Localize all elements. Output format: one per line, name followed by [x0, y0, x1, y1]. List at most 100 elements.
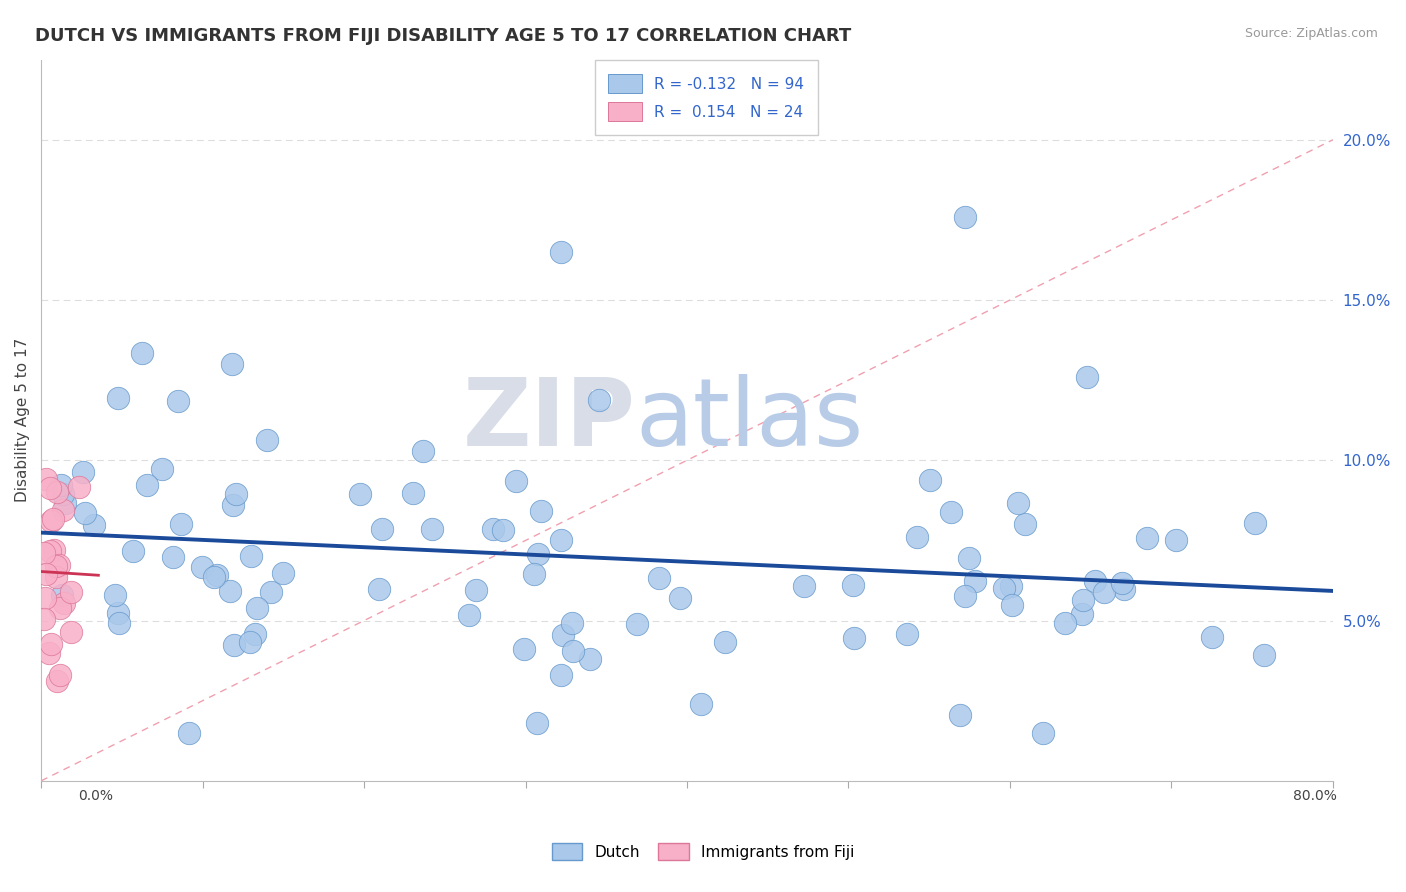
Point: [1076, 370, 1098, 384]
Point: [939, 505, 962, 519]
Point: [239, 635, 262, 649]
Point: [52, 487, 75, 501]
Point: [42, 543, 65, 558]
Point: [918, 474, 941, 488]
Point: [256, 433, 278, 447]
Point: [45, 485, 67, 500]
Point: [83, 518, 105, 533]
Point: [648, 571, 671, 585]
Point: [169, 516, 191, 531]
Text: Source: ZipAtlas.com: Source: ZipAtlas.com: [1244, 27, 1378, 40]
Point: [371, 522, 394, 536]
Point: [953, 210, 976, 224]
Point: [513, 641, 536, 656]
Point: [949, 708, 972, 723]
Point: [1244, 516, 1267, 530]
Point: [271, 566, 294, 580]
Point: [259, 584, 281, 599]
Point: [957, 551, 980, 566]
Point: [38, 646, 60, 660]
Point: [420, 522, 443, 536]
Point: [523, 567, 546, 582]
Point: [191, 559, 214, 574]
Point: [457, 608, 479, 623]
Point: [35, 472, 58, 486]
Point: [131, 345, 153, 359]
Point: [955, 590, 977, 604]
Point: [349, 486, 371, 500]
Point: [1201, 630, 1223, 644]
Point: [551, 628, 574, 642]
Point: [246, 601, 269, 615]
Point: [1000, 579, 1022, 593]
Point: [550, 533, 572, 548]
Text: 80.0%: 80.0%: [1292, 789, 1337, 804]
Text: ZIP: ZIP: [463, 375, 636, 467]
Point: [368, 582, 391, 596]
Point: [1032, 725, 1054, 739]
Point: [39, 514, 62, 528]
Y-axis label: Disability Age 5 to 17: Disability Age 5 to 17: [15, 338, 30, 502]
Point: [527, 548, 550, 562]
Point: [45, 559, 67, 574]
Point: [965, 574, 987, 589]
Legend: R = -0.132   N = 94, R =  0.154   N = 24: R = -0.132 N = 94, R = 0.154 N = 24: [595, 60, 818, 136]
Point: [402, 486, 425, 500]
Point: [45, 570, 67, 584]
Point: [73, 506, 96, 520]
Point: [72, 466, 94, 480]
Point: [59, 625, 82, 640]
Point: [492, 523, 515, 537]
Point: [530, 504, 553, 518]
Point: [993, 581, 1015, 595]
Point: [51, 588, 73, 602]
Point: [1112, 582, 1135, 596]
Point: [481, 523, 503, 537]
Point: [714, 635, 737, 649]
Point: [49, 601, 72, 615]
Point: [59, 584, 82, 599]
Point: [690, 697, 713, 711]
Point: [1111, 576, 1133, 591]
Text: DUTCH VS IMMIGRANTS FROM FIJI DISABILITY AGE 5 TO 17 CORRELATION CHART: DUTCH VS IMMIGRANTS FROM FIJI DISABILITY…: [35, 27, 852, 45]
Point: [152, 462, 174, 476]
Point: [243, 627, 266, 641]
Text: 0.0%: 0.0%: [79, 789, 112, 804]
Point: [48, 558, 70, 573]
Point: [1135, 531, 1157, 545]
Point: [1007, 496, 1029, 510]
Point: [225, 487, 247, 501]
Point: [905, 530, 928, 544]
Point: [793, 579, 815, 593]
Point: [842, 631, 865, 645]
Point: [222, 498, 245, 512]
Point: [1014, 517, 1036, 532]
Point: [896, 627, 918, 641]
Point: [412, 444, 434, 458]
Point: [167, 394, 190, 409]
Point: [107, 391, 129, 405]
Point: [1253, 648, 1275, 663]
Point: [49, 668, 72, 682]
Point: [177, 725, 200, 739]
Point: [1070, 607, 1092, 621]
Point: [505, 474, 527, 488]
Point: [219, 583, 242, 598]
Point: [51, 478, 73, 492]
Point: [41, 511, 63, 525]
Point: [561, 644, 583, 658]
Point: [52, 502, 75, 516]
Point: [108, 615, 131, 630]
Point: [1084, 574, 1107, 588]
Point: [526, 715, 548, 730]
Point: [222, 638, 245, 652]
Point: [136, 477, 159, 491]
Point: [669, 591, 692, 606]
Point: [240, 549, 263, 564]
Point: [67, 480, 90, 494]
Point: [38, 481, 60, 495]
Point: [550, 668, 572, 682]
Point: [34, 612, 56, 626]
Point: [34, 546, 56, 560]
Point: [162, 549, 184, 564]
